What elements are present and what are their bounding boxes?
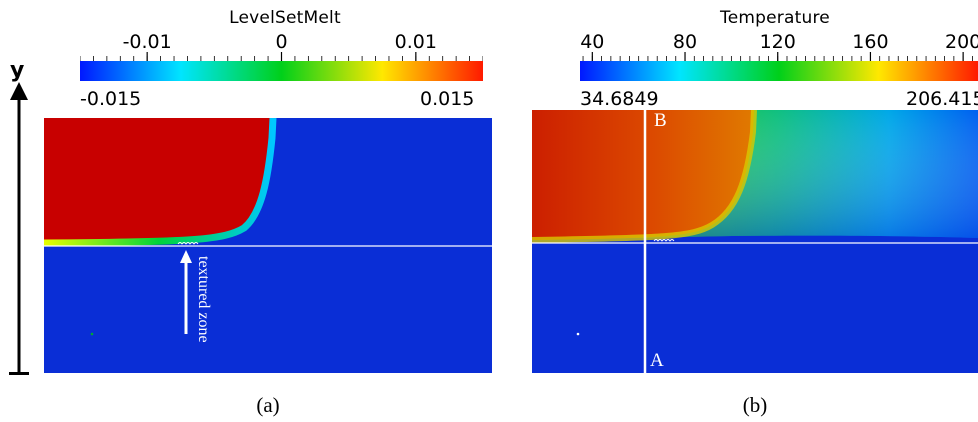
colorbar-b-tick-label: 80 (672, 31, 698, 53)
y-axis-arrow (9, 82, 29, 375)
texture-marks-b (653, 239, 675, 242)
colorbar-a-tick-label: 0.01 (394, 31, 437, 53)
colorbar-b-title: Temperature (720, 8, 830, 28)
melt-region (44, 118, 273, 243)
colorbar-a-bar (80, 61, 483, 81)
temperature-field: B A (532, 110, 978, 373)
label-a-bottom: A (650, 350, 664, 371)
colorbar-b-max: 206.415 (906, 88, 978, 110)
colorbar-a-tick-label: -0.01 (122, 31, 172, 53)
colorbar-a-max: 0.015 (420, 88, 475, 110)
caption-b: (b) (742, 393, 768, 417)
texture-marks (177, 242, 199, 245)
melt-region-b (532, 110, 754, 240)
y-axis-label: y (10, 58, 25, 83)
colorbar-b-tick-label: 40 (580, 31, 605, 53)
melt-interface (44, 118, 277, 247)
colorbar-a-tick-label: 0 (275, 31, 288, 53)
temperature-field-graphic (532, 110, 978, 373)
colorbar-b-tick-label: 160 (852, 31, 889, 53)
colorbar-a-title: LevelSetMelt (229, 8, 341, 28)
colorbar-b-tick-label: 120 (759, 31, 796, 53)
levelset-field-graphic (44, 118, 492, 373)
caption-a: (a) (256, 393, 280, 417)
label-b-top: B (654, 110, 667, 131)
levelset-field: textured zone (44, 118, 492, 373)
textured-zone-label: textured zone (195, 256, 212, 343)
colorbar-b-tick-label: 200 (944, 31, 978, 53)
colorbar-b-min: 34.6849 (580, 88, 659, 110)
melt-interface-b (532, 110, 757, 243)
field-speck-b (576, 332, 580, 336)
field-speck (90, 332, 94, 336)
colorbar-b-bar (580, 61, 978, 81)
colorbar-a-min: -0.015 (80, 88, 142, 110)
annotation-arrowhead (180, 250, 192, 263)
